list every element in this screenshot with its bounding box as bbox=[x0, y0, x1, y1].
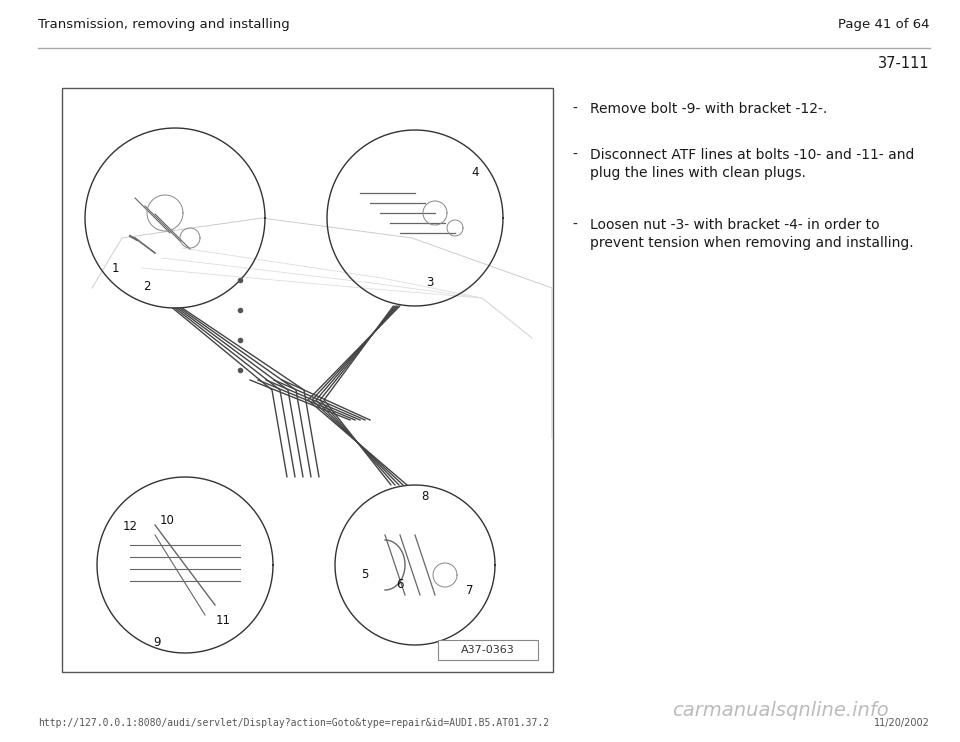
Text: carmanualsqnline.info: carmanualsqnline.info bbox=[672, 701, 888, 720]
Text: 10: 10 bbox=[159, 513, 175, 527]
Text: http://127.0.0.1:8080/audi/servlet/Display?action=Goto&type=repair&id=AUDI.B5.AT: http://127.0.0.1:8080/audi/servlet/Displ… bbox=[38, 718, 549, 728]
Text: 1: 1 bbox=[111, 261, 119, 275]
Text: Page 41 of 64: Page 41 of 64 bbox=[838, 18, 930, 31]
Text: 11: 11 bbox=[215, 614, 230, 626]
Text: 6: 6 bbox=[396, 579, 404, 591]
Text: -: - bbox=[572, 148, 577, 162]
Text: 5: 5 bbox=[361, 568, 369, 582]
Text: Disconnect ATF lines at bolts -10- and -11- and: Disconnect ATF lines at bolts -10- and -… bbox=[590, 148, 914, 162]
Text: Transmission, removing and installing: Transmission, removing and installing bbox=[38, 18, 290, 31]
Text: 4: 4 bbox=[471, 166, 479, 180]
Text: plug the lines with clean plugs.: plug the lines with clean plugs. bbox=[590, 166, 805, 180]
Text: -: - bbox=[572, 102, 577, 116]
Text: prevent tension when removing and installing.: prevent tension when removing and instal… bbox=[590, 236, 914, 250]
Text: -: - bbox=[572, 218, 577, 232]
Text: 2: 2 bbox=[143, 280, 151, 292]
Text: Loosen nut -3- with bracket -4- in order to: Loosen nut -3- with bracket -4- in order… bbox=[590, 218, 879, 232]
Text: 11/20/2002: 11/20/2002 bbox=[875, 718, 930, 728]
Text: 37-111: 37-111 bbox=[878, 56, 930, 71]
Text: 7: 7 bbox=[467, 583, 473, 597]
Text: Remove bolt -9- with bracket -12-.: Remove bolt -9- with bracket -12-. bbox=[590, 102, 828, 116]
Text: 12: 12 bbox=[123, 520, 137, 533]
Bar bbox=[62, 88, 553, 672]
Text: 9: 9 bbox=[154, 637, 160, 649]
Bar bbox=[438, 640, 538, 660]
Text: 3: 3 bbox=[426, 277, 434, 289]
Text: 8: 8 bbox=[421, 490, 429, 504]
Text: A37-0363: A37-0363 bbox=[461, 645, 515, 655]
